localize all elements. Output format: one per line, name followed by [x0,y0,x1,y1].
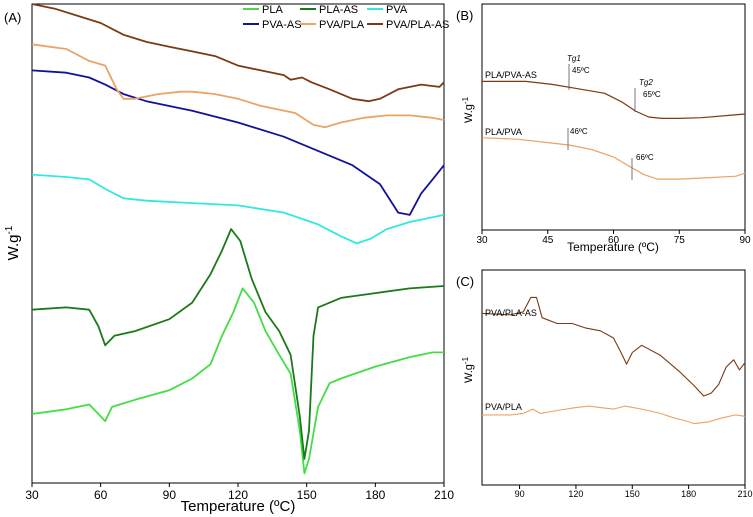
panel-c-ylabel: W.g-1 [461,356,475,383]
tg1-value: 45ºC [572,66,590,75]
panel-a-frame [31,3,445,484]
panel-c-label: (C) [456,274,474,289]
panel-c-series [481,296,746,425]
legend-label-pva-pla-as: PVA/PLA-AS [386,19,449,31]
tg1-label: Tg1 [567,54,581,63]
tg2-label: Tg2 [639,78,653,87]
x-tick-label-b-30: 30 [476,235,488,246]
series-line-a-pla [31,287,444,475]
label-pla-pva: PLA/PVA [485,127,522,137]
x-tick-label-b-45: 45 [542,235,554,246]
panel-b: (B) 30 45 60 75 90 Temperature (ºC) W.g-1 PL… [456,3,751,254]
legend-label-pva-pla: PVA/PLA [319,19,365,31]
series-line-b-pla-pva-as [482,80,746,119]
pla-pva-tg1-value: 46ºC [570,127,588,136]
panel-b-x-ticks: 30 45 60 75 90 [476,230,751,246]
legend-label-pla: PLA [262,4,283,16]
series-line-a-pla-as [31,228,445,460]
tg2-value: 65ºC [643,90,661,99]
panel-c-frame [481,269,746,486]
panel-a: (A) 30 60 90 120 150 180 210 PLA PLA-AS PVA PVA-A… [4,3,454,515]
panel-b-label: (B) [456,8,473,23]
x-tick-label-c-150: 150 [625,489,640,499]
x-tick-label-a-90: 90 [163,488,177,502]
x-tick-label-a-120: 120 [228,488,248,502]
panel-c: (C) 90 120 150 180 210 W.g-1 PVA/PLA-AS PVA/… [456,269,753,499]
pla-pva-tg2-value: 66ºC [636,153,654,162]
x-tick-label-a-210: 210 [434,488,454,502]
series-line-a-pva-pla [31,43,445,129]
label-pla-pva-as: PLA/PVA-AS [485,70,537,80]
series-line-b-pla-pva [481,137,746,180]
legend-label-pva: PVA [386,4,408,16]
panel-b-xlabel: Temperature (ºC) [567,240,659,254]
panel-c-x-ticks: 90 120 150 180 210 [515,485,753,499]
x-tick-label-c-180: 180 [681,489,696,499]
legend-label-pla-as: PLA-AS [319,4,358,16]
series-line-c-pva-pla [482,405,746,425]
series-line-a-pva-as [31,69,445,216]
label-pva-pla-as: PVA/PLA-AS [485,308,537,318]
panel-a-xlabel: Temperature (ºC) [181,498,296,515]
x-tick-label-c-90: 90 [515,489,525,499]
x-tick-label-b-75: 75 [674,235,686,246]
x-tick-label-c-120: 120 [568,489,583,499]
panel-a-ylabel: W.g-1 [4,225,22,260]
panel-a-x-ticks: 30 60 90 120 150 180 210 [25,483,454,502]
panel-a-legend: PLA PLA-AS PVA PVA-AS PVA/PLA PVA/PLA-AS [243,4,449,31]
series-line-a-pva-pla-as [31,3,445,103]
panel-a-series [31,3,445,475]
x-tick-label-b-60: 60 [608,235,620,246]
x-tick-label-a-30: 30 [25,488,39,502]
label-pva-pla: PVA/PLA [485,402,522,412]
series-line-c-pva-pla-as [481,296,746,397]
x-tick-label-a-150: 150 [297,488,317,502]
panel-b-ylabel: W.g-1 [461,96,475,123]
panel-b-series [481,80,746,180]
x-tick-label-b-90: 90 [739,235,751,246]
x-tick-label-a-60: 60 [94,488,108,502]
series-line-a-pva [31,173,445,245]
x-tick-label-a-180: 180 [365,488,385,502]
legend-label-pva-as: PVA-AS [262,19,302,31]
panel-a-label: (A) [4,10,21,25]
x-tick-label-c-210: 210 [737,489,752,499]
